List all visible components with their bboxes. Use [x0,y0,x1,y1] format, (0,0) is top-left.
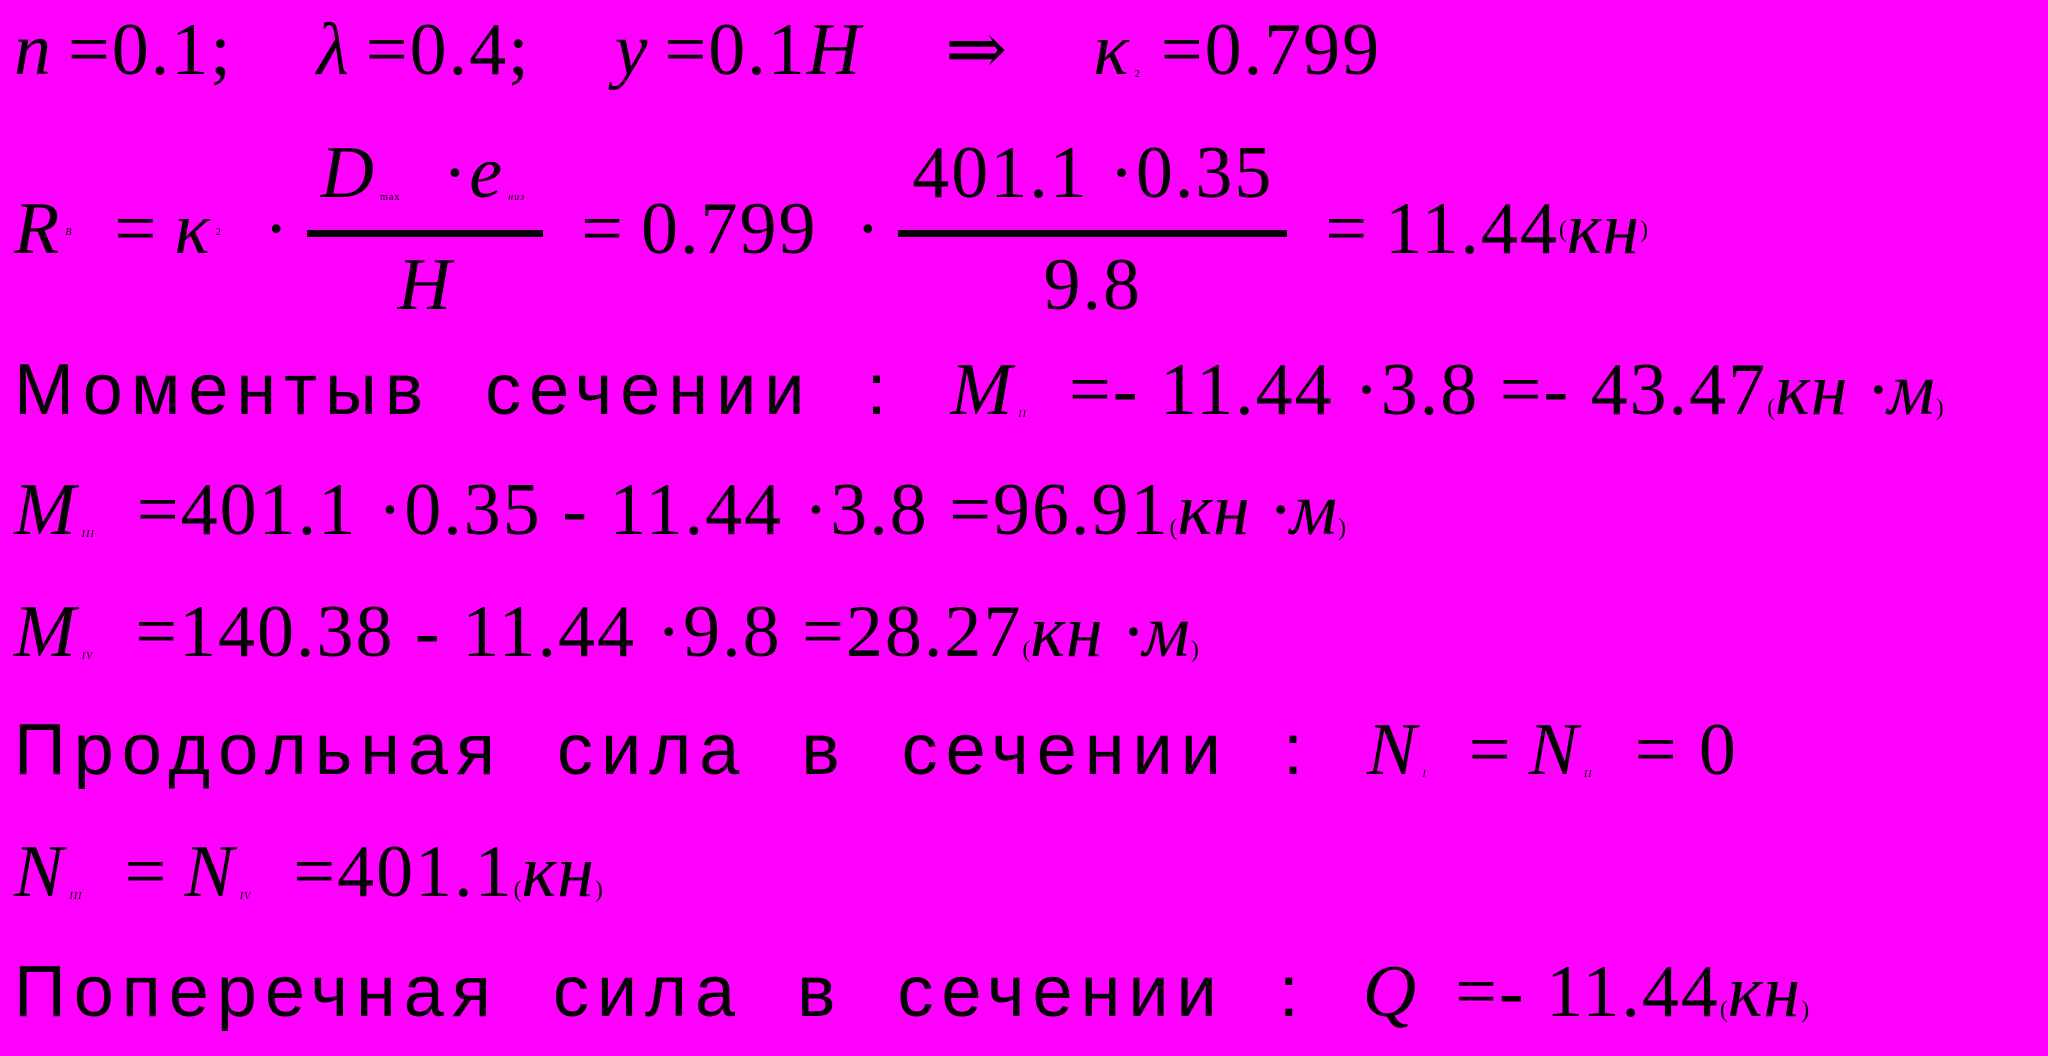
multiply-dot: · [442,131,470,214]
expression: =140.38 - 11.44 ·9.8 =28.27 [135,591,1023,673]
subscript-II: II [1018,409,1028,421]
expression: =401.1 ·0.35 - 11.44 ·3.8 =96.91 [136,469,1170,551]
var-n: n [14,9,52,91]
multiply-dot: · [855,187,883,270]
var-N: N [1528,709,1579,791]
unit-kn-m: кн ·м [1030,591,1191,673]
expression: =- 11.44 [1455,951,1720,1033]
var-D: D [320,131,375,214]
var-H: H [806,9,862,91]
unit-kn-m: кн ·м [1177,469,1339,551]
value-1144: 11.44 [1385,187,1559,270]
formula-line-axial-force: Продольная сила в сечении : N I = N II =… [14,708,1738,793]
var-N: N [1367,709,1418,791]
equals-zero: = 0 [1634,709,1738,791]
implies-arrow-icon: ⇒ [945,9,1010,91]
formula-line-moment-IV: M IV =140.38 - 11.44 ·9.8 =28.27 ( кн ·м… [14,591,1199,673]
equals-value: =401.1 [293,831,514,913]
equals-sign: = [581,187,626,270]
formula-line-RB: R B = κ 2 · D max · e низ H = 0.799 · 40… [14,131,1649,328]
equals-sign: = [1325,187,1370,270]
subscript-II: II [1583,769,1593,781]
var-H: H [397,243,453,326]
var-N: N [14,831,65,913]
var-M: M [14,591,77,673]
formula-line-N-III-IV: N III = N IV =401.1 ( кн ) [14,831,603,913]
numerator-expression: 401.1 ·0.35 [912,131,1274,214]
fraction-numeric: 401.1 ·0.35 9.8 [898,131,1288,328]
value-lambda: =0.4; [365,9,531,91]
fraction-numerator: 401.1 ·0.35 [898,131,1288,237]
formula-line-moment-II: Моментыв сечении : M II =- 11.44 ·3.8 =-… [14,349,1944,431]
var-R: R [14,187,61,270]
fraction-D-e-over-H: D max · e низ H [306,131,544,328]
equals-sign: = [124,831,169,913]
equals-sign: = [1468,709,1513,791]
subscript-kappa-2: 2 [215,226,222,238]
subscript-IV: IV [81,651,94,663]
multiply-dot: · [263,187,291,270]
subscript-I: I [1422,769,1427,781]
subscript-III: III [69,891,83,903]
var-M: M [950,349,1014,431]
formula-line-parameters: n =0.1; λ =0.4; y =0.1 H ⇒ κ 2 =0.799 [14,6,1381,93]
fraction-denominator: H [307,237,544,328]
var-e: e [469,131,504,214]
value-kappa: =0.799 [1160,9,1382,91]
unit-kn: кн [521,831,595,913]
fraction-numerator: D max · e низ [306,131,544,237]
label-shear-force: Поперечная сила в сечении : [14,952,1307,1032]
value-0799: 0.799 [641,187,818,270]
unit-kn: кн [1727,951,1802,1033]
label-axial-force: Продольная сила в сечении : [14,710,1311,790]
subscript-R-B: B [65,226,73,238]
equals-sign: = [114,187,159,270]
formula-line-moment-III: M III =401.1 ·0.35 - 11.44 ·3.8 =96.91 (… [14,469,1347,551]
var-M: M [14,469,77,551]
subscript-IV: IV [239,891,252,903]
unit-kn-m: кн ·м [1775,349,1936,431]
var-Q: Q [1362,951,1418,1033]
subscript-III: III [81,529,95,541]
label-moments: Моментыв сечении : [14,350,895,430]
var-N: N [184,831,235,913]
var-kappa: κ [1093,9,1130,91]
expression: =- 11.44 ·3.8 =- 43.47 [1069,349,1768,431]
value-n: =0.1; [68,9,233,91]
subscript-niz: низ [508,191,526,203]
subscript-max: max [379,191,401,203]
denominator-value: 9.8 [1043,243,1143,326]
var-y: y [614,9,649,91]
formula-line-shear-force: Поперечная сила в сечении : Q =- 11.44 (… [14,951,1810,1033]
subscript-kappa-2: 2 [1134,69,1141,81]
var-lambda: λ [316,9,350,91]
value-y: =0.1 [664,9,807,91]
fraction-denominator: 9.8 [898,237,1287,328]
unit-kn: кн [1566,187,1641,270]
var-kappa: κ [174,187,211,270]
